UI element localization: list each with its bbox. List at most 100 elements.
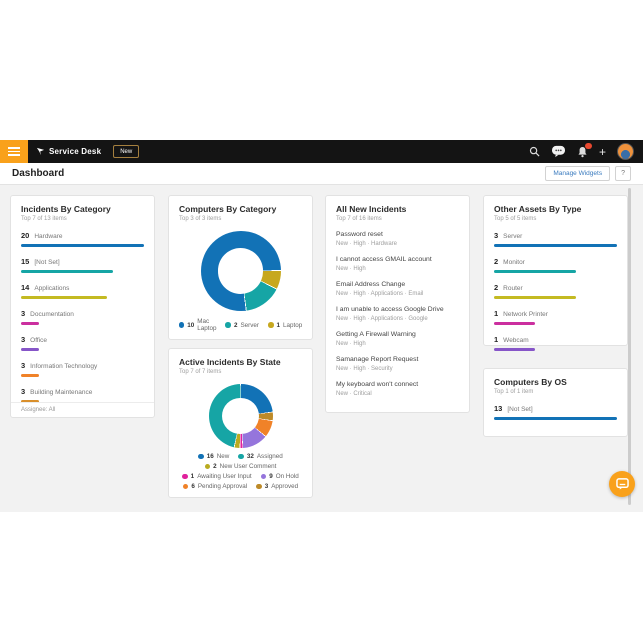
- item-label: [Not Set]: [34, 259, 60, 266]
- incident-item: Getting A Firewall Warning New · High: [336, 331, 459, 347]
- legend-dot-icon: [238, 453, 244, 460]
- help-button[interactable]: ?: [615, 166, 631, 181]
- top-navigation-bar: Service Desk New +: [0, 140, 643, 163]
- computers-donut-chart[interactable]: [200, 231, 281, 311]
- manage-widgets-button[interactable]: Manage Widgets: [545, 166, 611, 181]
- incident-title[interactable]: Samanage Report Request: [336, 356, 419, 363]
- legend-row: 1 Awaiting User Input 9 On Hold: [179, 473, 302, 480]
- bar-item-header: 3 Building Maintenance: [21, 387, 144, 396]
- incident-list: Password reset New · High · Hardware I can…: [336, 231, 459, 397]
- chat-messages-icon[interactable]: [551, 145, 566, 158]
- legend-dot-icon: [178, 322, 185, 328]
- legend-label: Pending Approval: [197, 483, 248, 490]
- bar-item-header: 14 Applications: [21, 283, 144, 292]
- bar-item[interactable]: 20 Hardware: [21, 231, 144, 247]
- item-bar: [21, 295, 108, 299]
- incident-title[interactable]: Password reset: [336, 231, 383, 238]
- active-incidents-donut-chart[interactable]: [208, 384, 273, 448]
- widget-subtitle: Top 1 of 1 item: [494, 389, 534, 395]
- incident-meta: New · High · Applications · Google: [336, 315, 428, 322]
- item-bar: [21, 399, 40, 403]
- legend-label: Server: [240, 321, 260, 329]
- legend-entry[interactable]: 1 Awaiting User Input: [182, 473, 252, 480]
- legend-entry[interactable]: 2 Server: [225, 318, 259, 332]
- bar-item[interactable]: 2 Router: [494, 283, 617, 299]
- menu-hamburger-icon[interactable]: [0, 140, 28, 163]
- bar-item[interactable]: 3 Office: [21, 335, 144, 351]
- legend-row: 2 New User Comment: [179, 463, 302, 470]
- item-label: Hardware: [34, 233, 63, 240]
- bar-item-header: 2 Monitor: [494, 257, 617, 266]
- bar-item[interactable]: 13 [Not Set]: [494, 404, 617, 420]
- legend-dot-icon: [225, 322, 231, 328]
- incident-item: Email Address Change New · High · Applica…: [336, 281, 459, 297]
- legend-label: On Hold: [275, 473, 299, 480]
- item-bar: [21, 373, 40, 377]
- widget-computers-by-os: Computers By OS Top 1 of 1 item 13 [Not S…: [483, 368, 628, 437]
- item-count: 3: [21, 335, 26, 344]
- live-chat-button[interactable]: [609, 471, 635, 497]
- item-count: 3: [21, 309, 26, 318]
- legend-row: 6 Pending Approval 3 Approved: [179, 483, 302, 490]
- legend-entry[interactable]: 3 Approved: [256, 483, 298, 490]
- search-icon[interactable]: [529, 146, 540, 157]
- widget-title: Incidents By Category: [21, 204, 111, 214]
- item-bar: [21, 321, 40, 325]
- legend-entry[interactable]: 9 On Hold: [260, 473, 299, 480]
- legend-count: 10: [187, 321, 195, 329]
- legend-entry[interactable]: 16 New: [198, 453, 229, 460]
- new-button[interactable]: New: [113, 145, 140, 158]
- incident-item: I am unable to access Google Drive New · …: [336, 306, 459, 322]
- item-bar: [21, 269, 114, 273]
- incident-title[interactable]: I cannot access GMAIL account: [336, 256, 432, 263]
- legend-entry[interactable]: 10 Mac Laptop: [178, 318, 217, 332]
- widget-subtitle: Top 3 of 3 items: [179, 216, 222, 222]
- bar-item[interactable]: 1 Network Printer: [494, 309, 617, 325]
- incident-title[interactable]: Email Address Change: [336, 281, 406, 288]
- incident-item: I cannot access GMAIL account New · High: [336, 256, 459, 272]
- bar-item[interactable]: 15 [Not Set]: [21, 257, 144, 273]
- page-title: Dashboard: [12, 168, 65, 179]
- user-avatar[interactable]: [617, 143, 634, 160]
- legend-dot-icon: [182, 473, 188, 480]
- legend-dot-icon: [182, 483, 189, 490]
- legend-label: Laptop: [283, 321, 303, 329]
- legend-label: Awaiting User Input: [197, 473, 252, 480]
- legend-label: Mac Laptop: [197, 318, 217, 332]
- item-label: Monitor: [503, 259, 525, 266]
- incident-item: Samanage Report Request New · High · Secu…: [336, 356, 459, 372]
- bar-item[interactable]: 14 Applications: [21, 283, 144, 299]
- legend-count: 2: [213, 463, 217, 470]
- incident-meta: New · Critical: [336, 390, 372, 397]
- widget-title: Computers By Category: [179, 204, 277, 214]
- bar-item-header: 2 Router: [494, 283, 617, 292]
- incident-title[interactable]: I am unable to access Google Drive: [336, 306, 444, 313]
- legend-entry[interactable]: 6 Pending Approval: [182, 483, 248, 490]
- bar-item-header: 1 Network Printer: [494, 309, 617, 318]
- legend-entry[interactable]: 2 New User Comment: [204, 463, 276, 470]
- legend-row: 10 Mac Laptop 2 Server 1 Laptop: [178, 318, 302, 332]
- bar-item[interactable]: 3 Documentation: [21, 309, 144, 325]
- legend-entry[interactable]: 32 Assigned: [238, 453, 283, 460]
- item-label: Network Printer: [503, 311, 548, 318]
- bar-item[interactable]: 1 Webcam: [494, 335, 617, 351]
- widget-subtitle: Top 5 of 5 items: [494, 216, 537, 222]
- item-label: [Not Set]: [507, 406, 533, 413]
- incident-title[interactable]: Getting A Firewall Warning: [336, 331, 416, 338]
- bar-item[interactable]: 3 Server: [494, 231, 617, 247]
- item-count: 14: [21, 283, 30, 292]
- incident-title[interactable]: My keyboard won't connect: [336, 381, 419, 388]
- bar-item[interactable]: 3 Information Technology: [21, 361, 144, 377]
- item-count: 3: [21, 361, 26, 370]
- widget-subtitle: Top 7 of 13 items: [21, 216, 67, 222]
- bar-item[interactable]: 2 Monitor: [494, 257, 617, 273]
- notifications-bell-icon[interactable]: [577, 142, 592, 158]
- vertical-scrollbar[interactable]: [628, 188, 631, 505]
- widget-title: Active Incidents By State: [179, 357, 281, 367]
- legend-count: 9: [269, 473, 273, 480]
- bar-item[interactable]: 3 Building Maintenance: [21, 387, 144, 403]
- item-count: 2: [494, 283, 499, 292]
- legend-entry[interactable]: 1 Laptop: [268, 318, 302, 332]
- widget-incidents-by-category: Incidents By Category Top 7 of 13 items …: [10, 195, 155, 418]
- add-new-icon[interactable]: +: [598, 144, 606, 159]
